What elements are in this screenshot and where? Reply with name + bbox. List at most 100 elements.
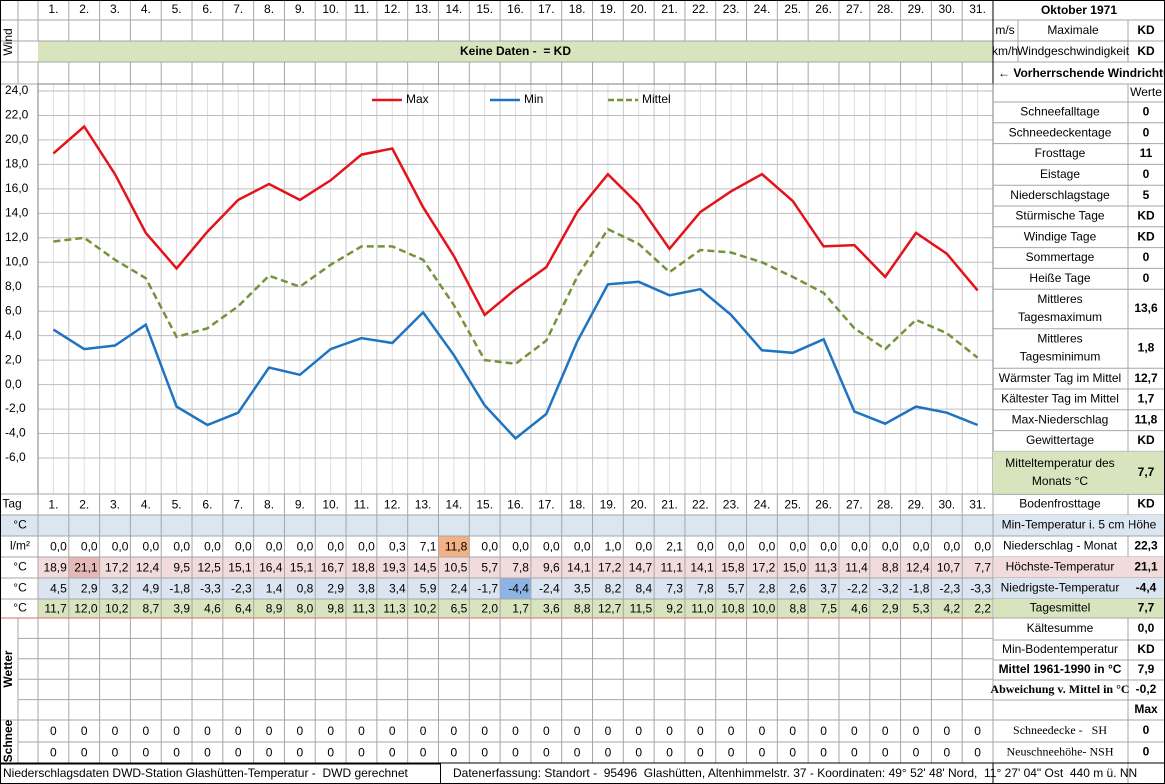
cell-value: 0	[81, 746, 88, 760]
day-label: 13.	[415, 2, 432, 16]
cell-fill	[561, 599, 593, 618]
stat-value: 22,3	[1134, 539, 1158, 553]
cell-fill	[530, 599, 562, 618]
day-label: 6.	[202, 2, 212, 16]
cell-fill	[530, 578, 562, 599]
stat-value: 11,8	[1135, 412, 1158, 426]
cell-value: 0	[112, 724, 119, 738]
cell-value: 11,3	[352, 602, 375, 616]
cell-fill	[654, 557, 685, 578]
cell-value: 0	[481, 746, 488, 760]
cell-value: 0	[728, 746, 735, 760]
cell-value: 12,5	[197, 561, 221, 575]
y-tick-label: 10,0	[5, 254, 29, 268]
day-label: 29.	[908, 2, 925, 16]
cell-value: 0,0	[543, 540, 560, 554]
cell-value: 8.	[264, 498, 274, 512]
cell-value: 0,0	[974, 540, 991, 554]
day-label: 11.	[354, 2, 370, 16]
cell-value: 2,9	[81, 582, 98, 596]
cell-fill	[931, 578, 963, 599]
legend-label: Min	[524, 92, 543, 106]
stat-value: 1,8	[1138, 341, 1155, 355]
cell-value: 0	[574, 746, 581, 760]
cell-value: 2,4	[451, 582, 468, 596]
cell-fill	[684, 599, 716, 618]
cell-fill	[438, 599, 470, 618]
cell-value: 7,5	[820, 602, 837, 616]
cell-value: 15.	[476, 498, 493, 512]
cell-fill	[561, 578, 593, 599]
cell-value: 8,4	[635, 582, 652, 596]
cell-fill	[777, 557, 809, 578]
cell-value: 15,8	[721, 561, 745, 575]
cell-value: 14.	[446, 498, 463, 512]
day-label: 20.	[630, 2, 647, 16]
cell-fill	[161, 578, 193, 599]
cell-value: 3,9	[173, 602, 190, 616]
day-label: 25.	[784, 2, 801, 16]
cell-fill	[438, 536, 470, 557]
legend-label: Mittel	[642, 92, 671, 106]
stat-label: Kältesumme	[1027, 621, 1094, 635]
cell-value: -2,3	[940, 582, 961, 596]
day-label: 30.	[938, 2, 955, 16]
cell-fill	[777, 599, 809, 618]
cell-fill	[746, 578, 778, 599]
cell-value: 8,2	[605, 582, 622, 596]
cell-value: 2,9	[327, 582, 344, 596]
stat-value: 0	[1143, 250, 1150, 264]
cell-value: -3,2	[878, 582, 899, 596]
stat-label: Tagesmittel	[1030, 601, 1091, 615]
stat-label: Stürmische Tage	[1015, 209, 1104, 223]
stat-value: 13,6	[1134, 301, 1158, 315]
cell-value: 0,0	[143, 540, 160, 554]
stat-label: Mitteltemperatur des	[1005, 456, 1114, 470]
cell-fill	[438, 557, 470, 578]
cell-value: 7,8	[697, 582, 714, 596]
cell-value: 8,8	[789, 602, 806, 616]
cell-value: 11,8	[445, 540, 468, 554]
stat-value: -0,2	[1136, 682, 1157, 696]
stat-label: Frosttage	[1035, 146, 1086, 160]
cell-value: 10,0	[752, 602, 776, 616]
y-tick-label: 0,0	[5, 377, 22, 391]
cell-value: 2,6	[789, 582, 806, 596]
cell-fill	[777, 578, 809, 599]
stat-value: 0	[1143, 745, 1150, 759]
cell-value: 0	[481, 724, 488, 738]
cell-fill	[500, 557, 531, 578]
cell-value: 2,8	[759, 582, 776, 596]
cell-fill	[623, 599, 655, 618]
cell-value: 0	[943, 746, 950, 760]
wind-unit: km/h	[992, 44, 1018, 58]
cell-value: 0	[882, 724, 889, 738]
cell-value: 0	[974, 746, 981, 760]
cell-value: 0,0	[728, 540, 745, 554]
cell-value: 0	[173, 746, 180, 760]
cell-fill	[315, 557, 347, 578]
cell-fill	[900, 557, 932, 578]
cell-value: 9.	[295, 498, 305, 512]
y-tick-label: 14,0	[5, 206, 29, 220]
stat-label: Mittleres	[1037, 332, 1082, 346]
stat-value: 21,1	[1134, 560, 1158, 574]
cell-fill	[376, 578, 408, 599]
cell-value: 2.	[79, 498, 89, 512]
cell-value: 0	[358, 724, 365, 738]
cell-value: 0	[389, 724, 396, 738]
cell-fill	[500, 578, 531, 599]
stat-label: Niedrigste-Temperatur	[1001, 581, 1120, 595]
cell-value: 20.	[630, 498, 647, 512]
cell-fill	[68, 557, 100, 578]
stat-value: KD	[1137, 433, 1155, 447]
stat-value: KD	[1137, 497, 1155, 511]
stat-value: 5	[1143, 188, 1150, 202]
snow-label: Schnee	[1, 719, 15, 762]
cell-fill	[592, 578, 624, 599]
wind-unit: m/s	[995, 23, 1014, 37]
cell-fill	[99, 599, 131, 618]
legend-label: Max	[406, 92, 429, 106]
stat-label: Windige Tage	[1024, 229, 1097, 243]
cell-value: 19.	[600, 498, 617, 512]
